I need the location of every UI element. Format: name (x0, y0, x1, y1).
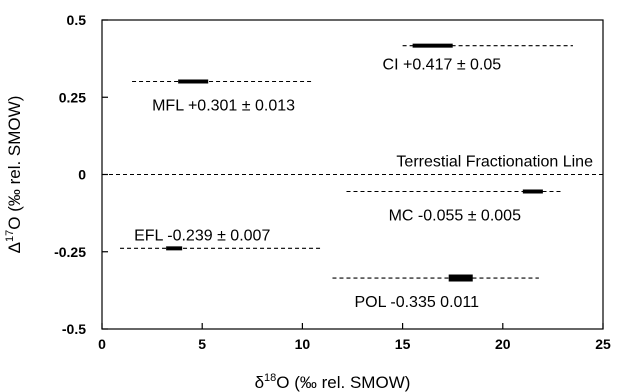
x-axis-title-main: O (‰ rel. SMOW) (276, 373, 410, 392)
reference-line-label: Terrestial Fractionation Line (396, 154, 593, 171)
x-tick-label: 20 (495, 336, 511, 352)
x-tick-label: 10 (295, 336, 311, 352)
y-tick-label: 0 (78, 167, 86, 183)
series-mc-label: MC -0.055 ± 0.005 (389, 207, 522, 224)
series-pol-label: POL -0.335 0.011 (355, 294, 480, 311)
series-pol-bar (448, 274, 473, 282)
x-axis-ticks: 0 5 10 15 20 25 (98, 323, 611, 352)
y-tick-label: 0.5 (67, 12, 87, 28)
plot-area-border (101, 19, 604, 330)
x-axis-title-prefix: δ (255, 373, 264, 392)
x-tick-label: 0 (98, 336, 106, 352)
series-mc-bar (522, 189, 543, 194)
plot-frame (101, 19, 604, 330)
series-ci-label: CI +0.417 ± 0.05 (383, 57, 502, 74)
series-ci-bar (412, 43, 453, 48)
y-axis-title-prefix: Δ (5, 242, 24, 253)
x-axis-title: δ18O (‰ rel. SMOW) (255, 372, 411, 392)
y-axis-title-main: O (‰ rel. SMOW) (5, 96, 24, 230)
series-mfl-bar (178, 79, 209, 84)
series-efl-label: EFL -0.239 ± 0.007 (134, 227, 270, 244)
y-tick-label: 0.25 (59, 89, 86, 105)
series-mfl-label: MFL +0.301 ± 0.013 (152, 97, 295, 114)
x-tick-label: 5 (198, 336, 206, 352)
series-layer: CI +0.417 ± 0.05 MFL +0.301 ± 0.013 MC -0.… (120, 43, 573, 311)
x-tick-label: 15 (395, 336, 411, 352)
x-tick-label: 25 (595, 336, 611, 352)
y-tick-label: -0.25 (54, 244, 86, 260)
reference-line-group: Terrestial Fractionation Line (102, 154, 603, 176)
y-axis-title-sup: 17 (4, 230, 16, 242)
y-tick-label: -0.5 (62, 321, 86, 337)
y-axis-ticks: 0.5 0.25 0 -0.25 -0.5 (54, 12, 108, 337)
y-axis-title: Δ17O (‰ rel. SMOW) (4, 96, 24, 254)
x-axis-title-sup: 18 (264, 372, 276, 384)
series-efl-bar (166, 246, 183, 251)
